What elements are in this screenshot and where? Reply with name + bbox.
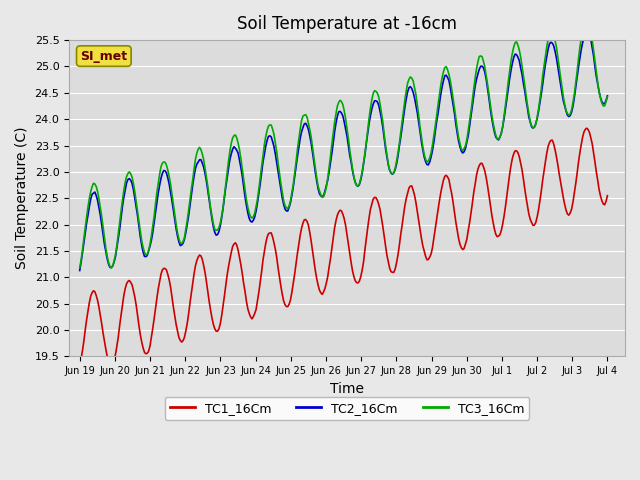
Text: SI_met: SI_met xyxy=(80,49,127,62)
X-axis label: Time: Time xyxy=(330,382,364,396)
Title: Soil Temperature at -16cm: Soil Temperature at -16cm xyxy=(237,15,457,33)
Y-axis label: Soil Temperature (C): Soil Temperature (C) xyxy=(15,127,29,269)
Legend: TC1_16Cm, TC2_16Cm, TC3_16Cm: TC1_16Cm, TC2_16Cm, TC3_16Cm xyxy=(165,396,529,420)
